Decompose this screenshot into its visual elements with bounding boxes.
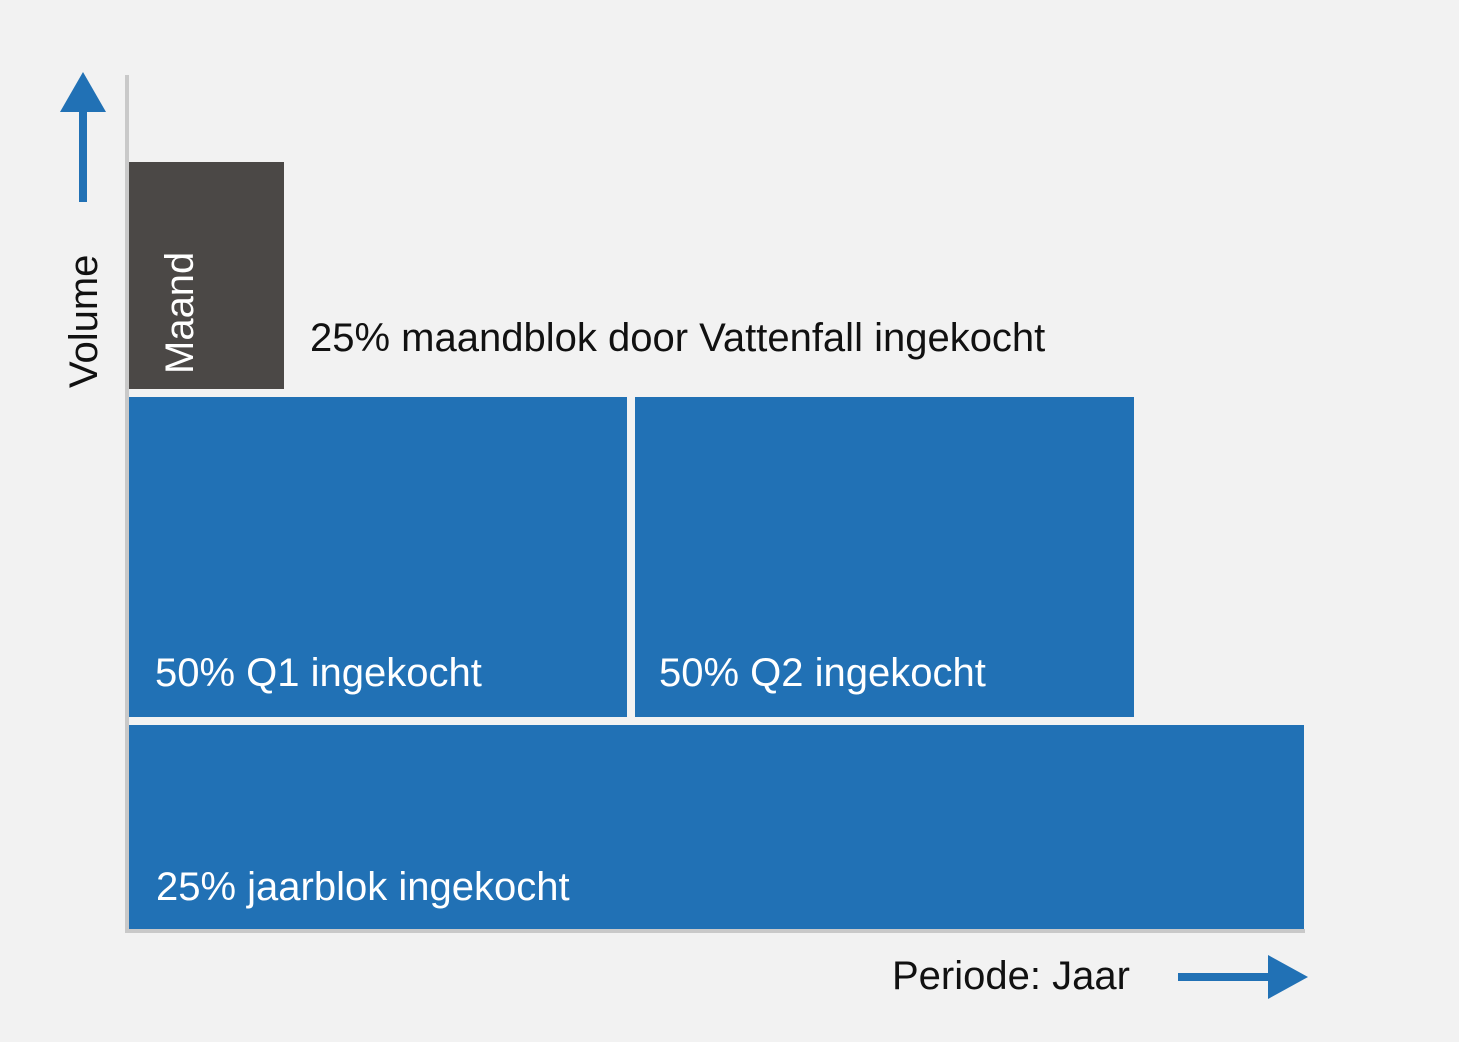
y-axis-label: Volume [62,254,106,388]
block-q2-label: 50% Q2 ingekocht [659,651,986,695]
block-q1-label: 50% Q1 ingekocht [155,651,482,695]
x-axis-label: Periode: Jaar [892,954,1130,998]
arrow-right-icon [1178,955,1308,999]
block-jaar-label: 25% jaarblok ingekocht [156,865,570,909]
maandblok-annotation: 25% maandblok door Vattenfall ingekocht [310,316,1046,360]
block-q2: 50% Q2 ingekocht [635,397,1134,717]
arrow-up-icon [60,72,106,202]
block-q1: 50% Q1 ingekocht [129,397,627,717]
x-axis-line [125,929,1305,933]
block-maand-label: Maand [158,251,202,374]
block-maand: Maand [129,162,284,389]
block-jaar: 25% jaarblok ingekocht [129,725,1304,929]
y-axis-line [125,75,129,933]
